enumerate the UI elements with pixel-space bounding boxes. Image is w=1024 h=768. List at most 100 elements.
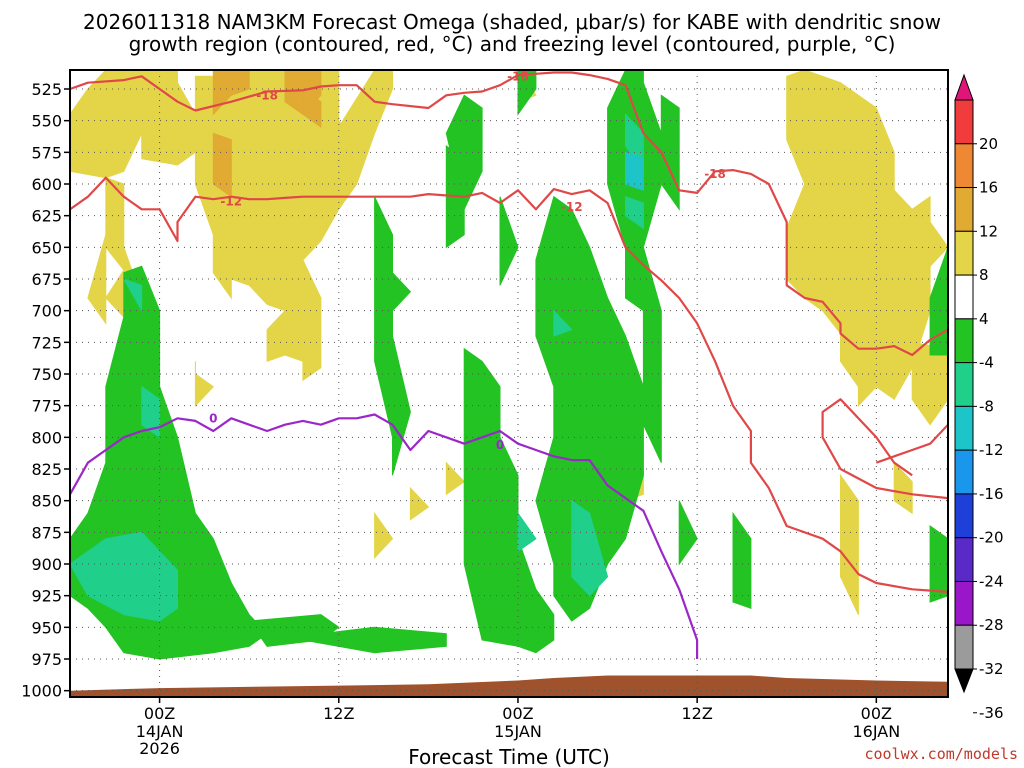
- colorbar-label--20: -20: [979, 529, 1004, 547]
- y-tick-label-700: 700: [31, 302, 62, 321]
- y-tick-label-625: 625: [31, 207, 62, 226]
- x-tick-label-30: 12Z: [681, 704, 712, 723]
- omega-region-42: [625, 195, 644, 230]
- y-tick-label-800: 800: [31, 428, 62, 447]
- colorbar-label--8: -8: [979, 397, 994, 415]
- contour-minus-12-lower: [70, 176, 948, 593]
- chart-title: 2026011318 NAM3KM Forecast Omega (shaded…: [83, 10, 941, 56]
- contour-label-extra-0: -18: [507, 69, 529, 83]
- colorbar-label-4: 4: [979, 310, 989, 328]
- y-axis-pressure: 525 550 575 600 625 650 675 700 725 750 775 800 825 8…: [21, 80, 70, 701]
- y-tick-label-825: 825: [31, 460, 62, 479]
- y-tick-label-900: 900: [31, 555, 62, 574]
- colorbar-label-16: 16: [979, 179, 998, 197]
- omega-region-37: [70, 531, 178, 622]
- colorbar-bin--24: [954, 493, 974, 539]
- omega-region-19: [374, 511, 394, 559]
- x-tick-date-40: 16JAN: [852, 722, 900, 741]
- chart-title-line-2: growth region (contoured, red, °C) and f…: [129, 32, 896, 56]
- omega-region-13: [840, 473, 859, 615]
- omega-region-45: [625, 151, 644, 192]
- colorbar-bin--8: [954, 318, 974, 364]
- contour-label-freezing-level: 0: [496, 438, 504, 452]
- terrain-fill: [70, 675, 948, 697]
- colorbar-bin--20: [954, 449, 974, 495]
- y-tick-label-675: 675: [31, 270, 62, 289]
- omega-region-6: [194, 361, 215, 407]
- credit-text: coolwx.com/models: [864, 745, 1018, 763]
- colorbar-bin--12: [954, 362, 974, 407]
- x-tick-label-40: 00Z: [861, 704, 892, 723]
- omega-region-39: [122, 278, 143, 313]
- omega-region-38: [141, 385, 161, 439]
- colorbar-bin-16: [954, 99, 974, 145]
- contour-minus-12-right: [875, 423, 948, 464]
- contour-minus-12-loop: [821, 398, 948, 500]
- colorbar-bin-8: [954, 187, 974, 232]
- colorbar-bin-top: [954, 73, 974, 101]
- colorbar-bin-12: [954, 143, 974, 189]
- omega-region-27: [499, 196, 519, 286]
- y-tick-label-1000: 1000: [21, 682, 62, 701]
- x-tick-label-20: 00Z: [502, 704, 533, 723]
- contour-label-extra-2: -12: [561, 200, 583, 214]
- contour-minus-18-upper: [70, 71, 948, 357]
- x-tick-label-0: 00Z: [144, 704, 175, 723]
- contour-label-extra-1: -18: [704, 167, 726, 181]
- x-tick-year-0: 2026: [139, 739, 180, 758]
- terrain-layer: [70, 675, 948, 697]
- colorbar-bin--28: [954, 537, 974, 582]
- y-tick-label-525: 525: [31, 80, 62, 99]
- colorbar-label--32: -32: [979, 660, 1004, 678]
- contour-label-minus-18-upper: -18: [256, 88, 278, 102]
- x-tick-date-0: 14JAN: [136, 722, 184, 741]
- contour-label-minus-12-lower: -12: [220, 195, 242, 209]
- colorbar-label--12: -12: [979, 441, 1004, 459]
- y-tick-label-875: 875: [31, 523, 62, 542]
- omega-shaded-regions: [70, 70, 948, 660]
- omega-region-40: [571, 499, 609, 597]
- colorbar-bin--36: [954, 624, 974, 670]
- omega-region-26: [445, 94, 483, 211]
- omega-region-11: [786, 70, 948, 407]
- omega-region-35: [929, 247, 948, 356]
- omega-region-5: [338, 70, 393, 185]
- omega-region-44: [553, 309, 573, 337]
- colorbar-bin--4: [954, 274, 974, 320]
- omega-region-34: [732, 511, 752, 610]
- colorbar-label--24: -24: [979, 572, 1004, 590]
- plot-frame: [69, 69, 949, 698]
- colorbar-label--4: -4: [979, 354, 994, 372]
- y-tick-label-925: 925: [31, 587, 62, 606]
- colorbar-legend: 20 16 12 8 4 -4 -8 -12 -16 -20 -24 -28 -32 -36: [954, 73, 1004, 722]
- chart-title-line-1: 2026011318 NAM3KM Forecast Omega (shaded…: [83, 10, 941, 34]
- x-tick-label-10: 12Z: [323, 704, 354, 723]
- omega-region-30: [535, 195, 644, 622]
- y-tick-label-600: 600: [31, 175, 62, 194]
- gridlines: [70, 70, 948, 697]
- contour-labels: -18 -12 0 -18 -18 -12 0: [209, 69, 726, 452]
- y-tick-label-950: 950: [31, 618, 62, 637]
- colorbar-bin--32: [954, 580, 974, 626]
- colorbar-label-20: 20: [979, 135, 998, 153]
- colorbar-label--28: -28: [979, 616, 1004, 634]
- omega-region-29: [517, 70, 537, 116]
- omega-region-31: [607, 70, 662, 463]
- omega-region-18: [445, 461, 465, 496]
- y-tick-label-750: 750: [31, 365, 62, 384]
- y-tick-label-775: 775: [31, 397, 62, 416]
- colorbar-label--16: -16: [979, 485, 1004, 503]
- y-tick-label-850: 850: [31, 492, 62, 511]
- y-tick-label-725: 725: [31, 333, 62, 352]
- y-tick-label-650: 650: [31, 238, 62, 257]
- omega-region-8: [212, 132, 232, 198]
- omega-region-36: [929, 525, 948, 603]
- colorbar-label--36: -36: [979, 704, 1004, 722]
- contour-layer: [70, 71, 948, 659]
- colorbar-label-8: 8: [979, 266, 989, 284]
- omega-region-24: [392, 271, 412, 312]
- colorbar-bin-bottom: [954, 668, 974, 694]
- omega-region-3: [87, 234, 107, 325]
